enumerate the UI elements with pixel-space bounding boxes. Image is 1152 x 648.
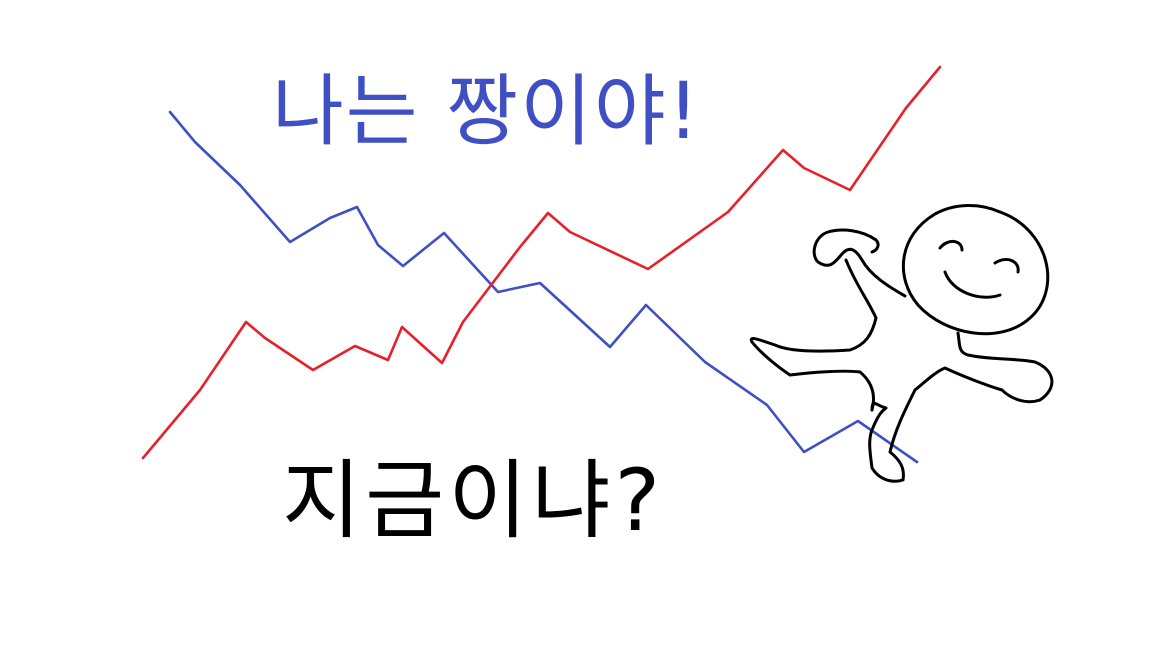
figure-right-eye bbox=[993, 258, 1020, 274]
figure-raised-arm-lower bbox=[749, 258, 878, 377]
top-text: 나는 짱이야! bbox=[272, 67, 701, 157]
stick-figure-icon bbox=[749, 204, 1054, 483]
figure-left-eye bbox=[938, 240, 964, 252]
figure-raised-arm bbox=[812, 228, 907, 298]
rising-red-line bbox=[141, 65, 942, 460]
bottom-text: 지금이냐? bbox=[282, 451, 664, 551]
figure-smile bbox=[943, 270, 1002, 299]
figure-legs bbox=[868, 388, 917, 483]
falling-blue-line bbox=[168, 110, 919, 464]
figure-head bbox=[902, 204, 1050, 336]
figure-right-arm bbox=[913, 331, 1054, 404]
